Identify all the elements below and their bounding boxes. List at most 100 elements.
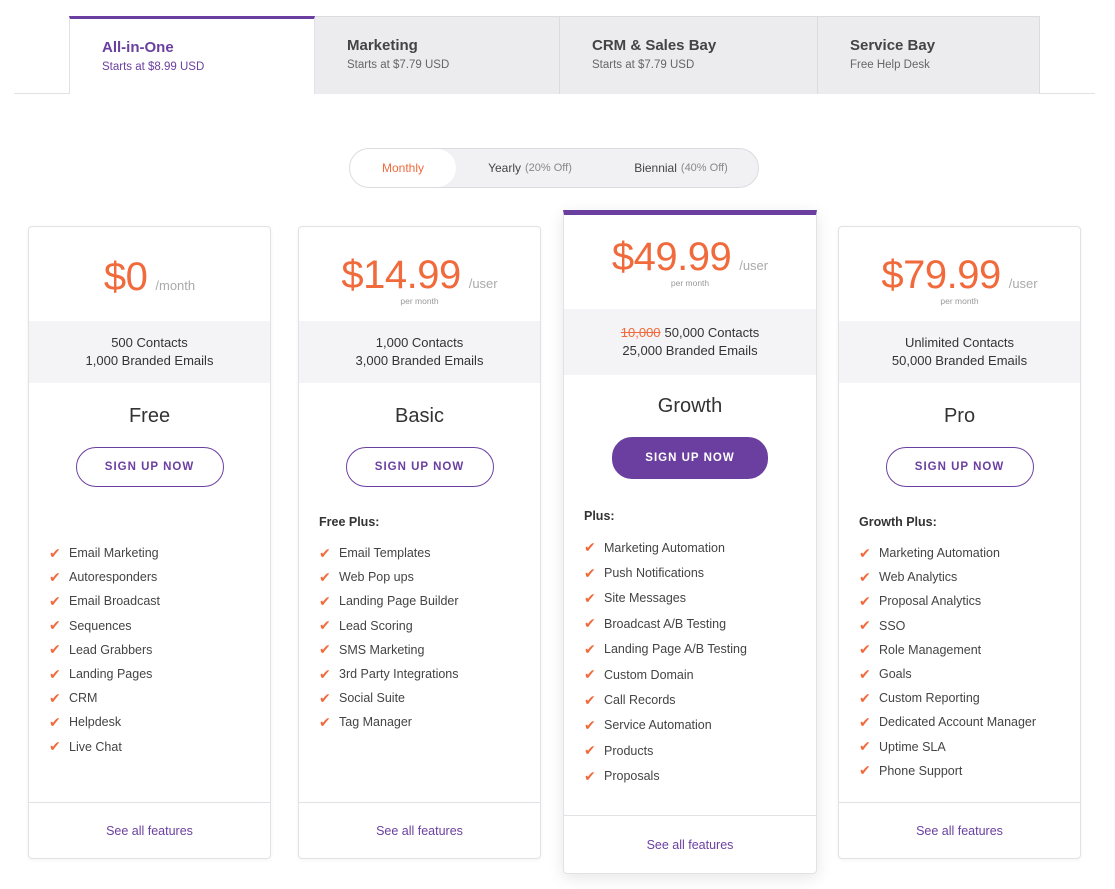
checkmark-icon: ✔ xyxy=(584,564,596,581)
price-area: $14.99/user per month xyxy=(299,227,540,321)
feature-item: ✔ Proposals xyxy=(584,764,816,789)
checkmark-icon: ✔ xyxy=(859,665,871,682)
feature-item: ✔ Custom Domain xyxy=(584,662,816,687)
feature-label: Role Management xyxy=(879,642,982,657)
sign-up-button[interactable]: SIGN UP NOW xyxy=(885,447,1034,487)
feature-item: ✔ Broadcast A/B Testing xyxy=(584,611,816,636)
sign-up-button[interactable]: SIGN UP NOW xyxy=(612,437,768,479)
feature-label: Marketing Automation xyxy=(879,546,1000,561)
price-unit: /user xyxy=(468,276,498,291)
feature-label: Goals xyxy=(879,667,912,682)
tab-subtitle: Free Help Desk xyxy=(850,59,930,71)
feature-label: Email Broadcast xyxy=(69,594,161,609)
billing-biennial-option[interactable]: Biennial (40% Off) xyxy=(604,149,758,187)
price-period: per month xyxy=(400,296,439,306)
feature-label: Web Analytics xyxy=(879,570,958,585)
plan-name: Growth xyxy=(657,395,723,417)
quota-contacts: 50,000 Contacts xyxy=(664,325,760,340)
price: $49.99/user per month xyxy=(564,235,816,288)
sign-up-button[interactable]: SIGN UP NOW xyxy=(75,447,224,487)
checkmark-icon: ✔ xyxy=(319,713,331,730)
price-amount: $79.99 xyxy=(881,253,1001,297)
feature-label: Broadcast A/B Testing xyxy=(604,616,727,631)
billing-biennial-discount: (40% Off) xyxy=(680,162,728,174)
billing-period-toggle: Monthly Yearly (20% Off) Biennial (40% O… xyxy=(349,148,759,188)
checkmark-icon: ✔ xyxy=(319,641,331,658)
feature-label: Landing Page Builder xyxy=(339,594,459,609)
feature-item: ✔ Call Records xyxy=(584,687,816,712)
tab-title: CRM & Sales Bay xyxy=(592,37,717,54)
plan-card-basic: $14.99/user per month 1,000 Contacts 3,0… xyxy=(298,226,541,859)
feature-item: ✔ CRM xyxy=(49,686,270,710)
checkmark-icon: ✔ xyxy=(859,738,871,755)
feature-label: Service Automation xyxy=(604,718,712,733)
feature-heading: Plus: xyxy=(584,509,615,523)
billing-yearly-option[interactable]: Yearly (20% Off) xyxy=(456,149,604,187)
plan-name: Pro xyxy=(943,405,976,427)
tab-crm-sales-bay[interactable]: CRM & Sales Bay Starts at $7.79 USD xyxy=(560,16,818,94)
feature-label: Custom Reporting xyxy=(879,691,980,706)
feature-item: ✔ SMS Marketing xyxy=(319,638,540,662)
feature-item: ✔ Dedicated Account Manager xyxy=(859,710,1080,734)
product-tabs: All-in-One Starts at $8.99 USD Marketing… xyxy=(69,16,1040,94)
checkmark-icon: ✔ xyxy=(49,641,61,658)
card-footer: See all features xyxy=(564,815,816,873)
checkmark-icon: ✔ xyxy=(584,640,596,657)
feature-item: ✔ Tag Manager xyxy=(319,710,540,734)
checkmark-icon: ✔ xyxy=(319,592,331,609)
feature-label: SMS Marketing xyxy=(339,642,425,657)
sign-up-button[interactable]: SIGN UP NOW xyxy=(345,447,494,487)
feature-label: Web Pop ups xyxy=(339,570,414,585)
feature-item: ✔ Landing Page Builder xyxy=(319,589,540,613)
feature-label: Helpdesk xyxy=(69,715,122,730)
checkmark-icon: ✔ xyxy=(49,617,61,634)
feature-label: CRM xyxy=(69,691,98,706)
plan-quota: 10,000 50,000 Contacts 25,000 Branded Ema… xyxy=(564,309,816,375)
feature-item: ✔ 3rd Party Integrations xyxy=(319,662,540,686)
feature-item: ✔ Landing Page A/B Testing xyxy=(584,637,816,662)
see-all-features-link[interactable]: See all features xyxy=(916,823,1003,838)
feature-label: Proposal Analytics xyxy=(879,594,982,609)
price-unit: /month xyxy=(155,278,196,293)
price-area: $79.99/user per month xyxy=(839,227,1080,321)
checkmark-icon: ✔ xyxy=(49,544,61,561)
quota-emails: 1,000 Branded Emails xyxy=(85,353,214,368)
feature-item: ✔ Lead Grabbers xyxy=(49,638,270,662)
feature-item: ✔ Autoresponders xyxy=(49,565,270,589)
checkmark-icon: ✔ xyxy=(584,615,596,632)
checkmark-icon: ✔ xyxy=(319,665,331,682)
price-area: $0/month xyxy=(29,227,270,321)
plan-name: Free xyxy=(128,405,171,427)
billing-yearly-label: Yearly xyxy=(488,161,522,175)
tab-marketing[interactable]: Marketing Starts at $7.79 USD xyxy=(315,16,560,94)
checkmark-icon: ✔ xyxy=(319,544,331,561)
checkmark-icon: ✔ xyxy=(584,539,596,556)
feature-label: Site Messages xyxy=(604,591,686,606)
feature-list: ✔ Email Templates ✔ Web Pop ups ✔ Landing Pag… xyxy=(319,541,540,735)
billing-yearly-discount: (20% Off) xyxy=(525,162,572,174)
feature-label: Sequences xyxy=(69,618,132,633)
quota-emails: 25,000 Branded Emails xyxy=(622,343,758,358)
card-footer: See all features xyxy=(839,802,1080,858)
see-all-features-link[interactable]: See all features xyxy=(646,837,734,852)
billing-monthly-label: Monthly xyxy=(381,161,425,175)
feature-item: ✔ Web Analytics xyxy=(859,565,1080,589)
feature-label: Landing Pages xyxy=(69,667,153,682)
feature-label: Autoresponders xyxy=(69,570,158,585)
checkmark-icon: ✔ xyxy=(859,568,871,585)
billing-monthly-option[interactable]: Monthly xyxy=(350,149,456,187)
feature-item: ✔ Uptime SLA xyxy=(859,735,1080,759)
feature-item: ✔ Role Management xyxy=(859,638,1080,662)
see-all-features-link[interactable]: See all features xyxy=(106,823,193,838)
tab-title: All-in-One xyxy=(102,39,174,56)
feature-list: ✔ Email Marketing ✔ Autoresponders ✔ Email Br… xyxy=(49,541,270,759)
plan-quota: 1,000 Contacts 3,000 Branded Emails xyxy=(299,321,540,383)
feature-heading xyxy=(49,515,270,531)
tab-service-bay[interactable]: Service Bay Free Help Desk xyxy=(818,16,1040,94)
tab-all-in-one[interactable]: All-in-One Starts at $8.99 USD xyxy=(69,16,315,94)
see-all-features-link[interactable]: See all features xyxy=(376,823,463,838)
quota-contacts-line: 10,000 50,000 Contacts xyxy=(621,324,759,342)
feature-item: ✔ Proposal Analytics xyxy=(859,589,1080,613)
price-period: per month xyxy=(940,296,979,306)
feature-item: ✔ Phone Support xyxy=(859,759,1080,783)
